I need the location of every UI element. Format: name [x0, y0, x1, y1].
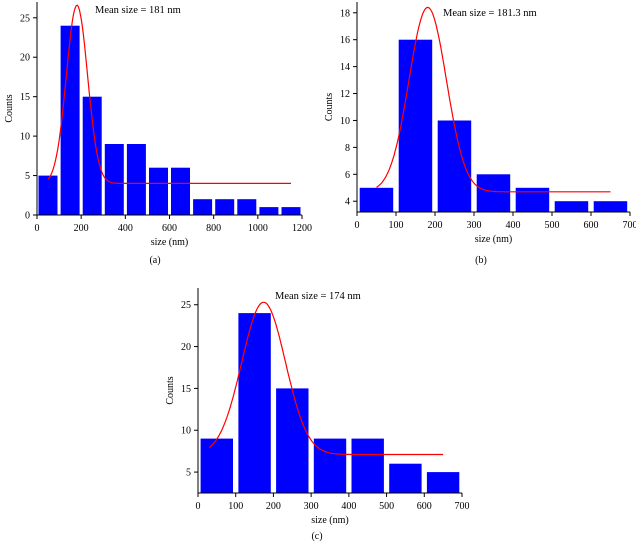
x-axis-label: size (nm): [475, 234, 513, 245]
y-tick-label: 10: [20, 132, 30, 143]
y-axis-label: Counts: [165, 376, 176, 404]
panel-label: (a): [149, 255, 160, 266]
y-axis-label: Counts: [324, 93, 335, 121]
panel-label: (b): [475, 255, 487, 266]
y-tick-label: 4: [345, 197, 350, 208]
y-tick-label: 6: [345, 170, 350, 181]
y-tick-label: 20: [181, 342, 191, 353]
y-tick-label: 10: [340, 116, 350, 127]
bar-1-11: [259, 207, 278, 215]
chart-panel-2: 0 100 200 300 400 500 600 700 4 6 8 10 12 14 16 18 size …: [324, 2, 636, 266]
x-tick-label: 200: [266, 501, 281, 512]
y-axis-label: Counts: [4, 94, 15, 122]
bar-3-2: [238, 313, 270, 493]
x-tick-label: 700: [455, 501, 470, 512]
bar-3-1: [201, 439, 233, 493]
bar-2-7: [594, 201, 628, 212]
y-tick-label: 15: [181, 384, 191, 395]
bar-1-5: [127, 144, 146, 215]
x-tick-label: 1000: [248, 223, 268, 234]
mean-size-annotation: Mean size = 181 nm: [95, 5, 181, 16]
y-tick-label: 12: [340, 89, 350, 100]
bar-1-7: [171, 168, 190, 215]
bar-3-3: [276, 388, 308, 493]
y-tick-label: 25: [20, 13, 30, 24]
bar-1-4: [105, 144, 124, 215]
x-tick-label: 100: [389, 220, 404, 231]
bar-1-2: [61, 26, 80, 215]
mean-size-annotation: Mean size = 174 nm: [275, 291, 361, 302]
x-tick-label: 800: [206, 223, 221, 234]
x-tick-label: 0: [196, 501, 201, 512]
y-tick-label: 0: [25, 211, 30, 222]
y-tick-label: 20: [20, 53, 30, 64]
panel-label: (c): [311, 531, 322, 542]
y-tick-label: 10: [181, 426, 191, 437]
x-tick-label: 200: [428, 220, 443, 231]
x-tick-label: 500: [545, 220, 560, 231]
bar-1-1: [39, 176, 58, 215]
y-tick-label: 15: [20, 92, 30, 103]
x-tick-label: 1200: [292, 223, 312, 234]
x-tick-label: 100: [228, 501, 243, 512]
bar-1-12: [282, 207, 301, 215]
bar-3-4: [314, 439, 346, 493]
bar-1-6: [149, 168, 168, 215]
x-tick-label: 500: [379, 501, 394, 512]
x-tick-label: 700: [623, 220, 636, 231]
y-tick-label: 16: [340, 35, 350, 46]
x-tick-label: 300: [467, 220, 482, 231]
x-axis-label: size (nm): [311, 515, 349, 526]
bar-1-8: [193, 199, 212, 215]
x-tick-label: 0: [355, 220, 360, 231]
x-tick-label: 300: [304, 501, 319, 512]
x-tick-label: 600: [584, 220, 599, 231]
bar-2-1: [360, 188, 394, 212]
x-tick-label: 400: [118, 223, 133, 234]
y-tick-label: 5: [186, 468, 191, 479]
bar-2-4: [477, 174, 511, 212]
bar-3-5: [352, 439, 384, 493]
y-tick-label: 8: [345, 143, 350, 154]
x-tick-label: 200: [74, 223, 89, 234]
x-tick-label: 600: [417, 501, 432, 512]
x-axis-label: size (nm): [151, 237, 189, 248]
bar-1-10: [237, 199, 256, 215]
x-tick-label: 600: [162, 223, 177, 234]
x-tick-label: 400: [506, 220, 521, 231]
mean-size-annotation: Mean size = 181.3 nm: [443, 8, 537, 19]
bar-1-9: [215, 199, 234, 215]
chart-panel-1: 0 200 400 600 800 1000 1200 0 5 10 15 20 25 size (nm)…: [4, 2, 312, 266]
y-tick-label: 5: [25, 171, 30, 182]
bar-2-2: [399, 40, 433, 212]
bar-2-6: [555, 201, 589, 212]
bar-3-6: [389, 464, 421, 493]
bar-3-7: [427, 472, 459, 493]
y-tick-label: 25: [181, 300, 191, 311]
x-tick-label: 0: [35, 223, 40, 234]
chart-panel-3: 0 100 200 300 400 500 600 700 5 10 15 20 25 size (nm)…: [165, 288, 470, 542]
y-tick-label: 14: [340, 62, 350, 73]
x-tick-label: 400: [341, 501, 356, 512]
bar-2-3: [438, 121, 472, 213]
y-tick-label: 18: [340, 8, 350, 19]
